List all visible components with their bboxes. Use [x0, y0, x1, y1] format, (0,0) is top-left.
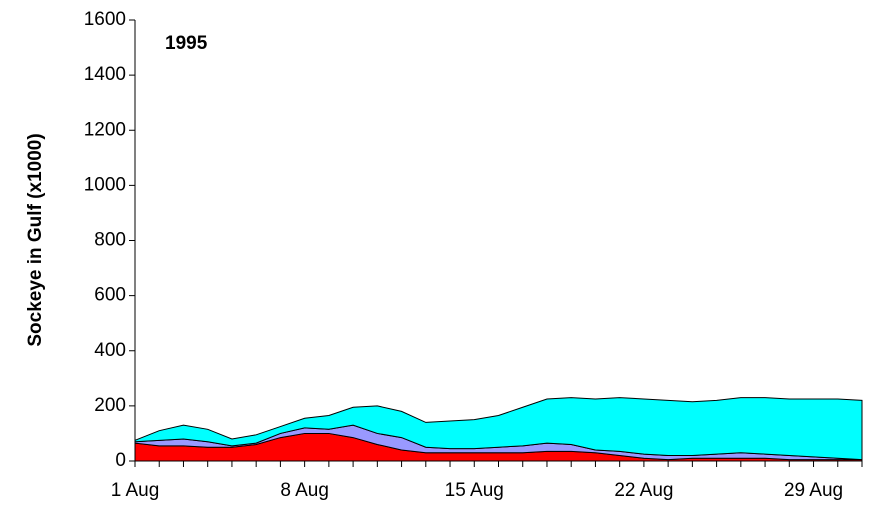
y-tick-label: 0 — [115, 450, 126, 471]
y-tick-label: 1200 — [84, 119, 126, 140]
y-tick-label: 800 — [94, 230, 126, 251]
x-tick-label: 29 Aug — [784, 480, 843, 501]
y-tick-label: 400 — [94, 340, 126, 361]
x-tick-label: 22 Aug — [614, 480, 673, 501]
y-tick-label: 1600 — [84, 9, 126, 30]
y-axis-label: Sockeye in Gulf (x1000) — [25, 133, 46, 346]
annotation: 1995 — [165, 33, 208, 54]
y-tick-label: 1400 — [84, 64, 126, 85]
x-tick-label: 8 Aug — [280, 480, 329, 501]
x-tick-label: 15 Aug — [445, 480, 504, 501]
x-tick-label: 1 Aug — [111, 480, 160, 501]
y-tick-label: 1000 — [84, 174, 126, 195]
y-tick-label: 600 — [94, 285, 126, 306]
y-tick-label: 200 — [94, 395, 126, 416]
area — [134, 397, 863, 461]
